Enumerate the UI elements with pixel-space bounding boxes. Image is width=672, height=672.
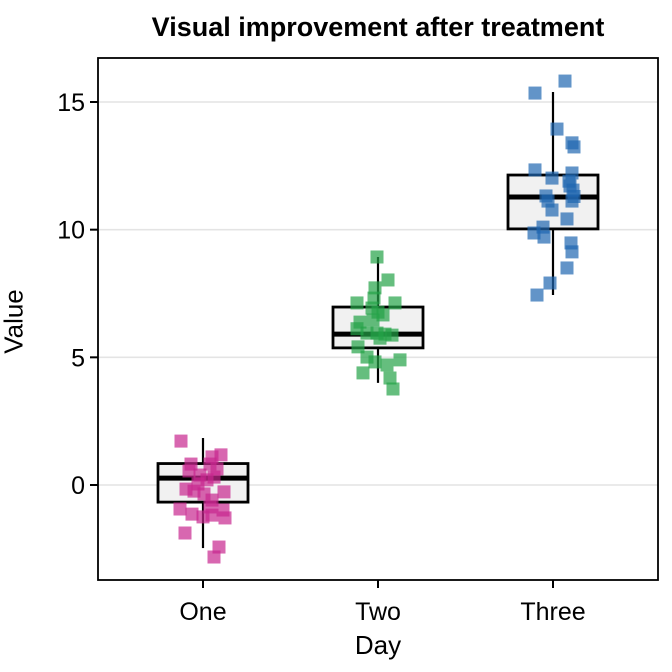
data-point-Two-2 (368, 281, 382, 295)
data-point-One-2 (214, 448, 228, 462)
y-tick-label-5: 5 (71, 344, 85, 372)
data-point-One-16 (173, 502, 187, 516)
data-point-Two-11 (350, 322, 364, 336)
data-point-Three-22 (530, 288, 544, 302)
data-point-Two-17 (351, 340, 365, 354)
data-point-Three-21 (543, 276, 557, 290)
data-point-Three-23 (562, 174, 576, 188)
data-point-One-24 (207, 550, 221, 564)
data-point-Two-9 (366, 313, 380, 327)
x-axis-title: Day (354, 630, 402, 660)
data-point-Two-20 (380, 358, 394, 372)
data-point-Three-17 (537, 230, 551, 244)
data-point-Three-2 (550, 122, 564, 136)
y-tick-label-10: 10 (57, 217, 85, 245)
data-point-One-0 (174, 434, 188, 448)
data-point-Three-13 (545, 203, 559, 217)
chart-title: Visual improvement after treatment (151, 12, 605, 42)
data-point-One-21 (218, 511, 232, 525)
data-point-Three-20 (560, 261, 574, 275)
data-point-Two-12 (360, 326, 374, 340)
data-point-Two-19 (368, 355, 382, 369)
data-point-Two-5 (388, 296, 402, 310)
x-tick-label-Two: Two (355, 598, 401, 626)
y-tick-label-15: 15 (57, 89, 85, 117)
data-point-One-23 (212, 540, 226, 554)
data-point-Three-14 (560, 212, 574, 226)
data-point-One-13 (187, 484, 201, 498)
data-point-Three-16 (527, 226, 541, 240)
data-point-One-25 (205, 508, 219, 522)
data-point-Three-7 (545, 171, 559, 185)
data-point-Three-19 (565, 245, 579, 259)
data-point-One-17 (185, 507, 199, 521)
data-point-Two-3 (367, 291, 381, 305)
x-tick-label-Three: Three (520, 598, 585, 626)
data-point-Two-24 (386, 382, 400, 396)
data-point-Three-1 (528, 86, 542, 100)
data-point-Three-5 (528, 163, 542, 177)
data-point-Three-24 (567, 189, 581, 203)
data-point-Two-1 (381, 273, 395, 287)
y-tick-label-0: 0 (71, 472, 85, 500)
data-point-Two-8 (376, 308, 390, 322)
data-point-Three-4 (567, 140, 581, 154)
data-point-Two-21 (393, 353, 407, 367)
data-point-Two-15 (385, 328, 399, 342)
data-point-One-10 (207, 470, 221, 484)
data-point-Two-4 (350, 296, 364, 310)
data-point-Two-0 (370, 250, 384, 264)
x-tick-label-One: One (179, 598, 226, 626)
data-point-Two-16 (373, 331, 387, 345)
data-point-One-11 (217, 485, 231, 499)
data-point-Three-0 (558, 74, 572, 88)
data-point-Two-22 (356, 366, 370, 380)
data-point-One-4 (182, 464, 196, 478)
data-point-One-22 (178, 526, 192, 540)
data-point-Two-23 (383, 371, 397, 385)
